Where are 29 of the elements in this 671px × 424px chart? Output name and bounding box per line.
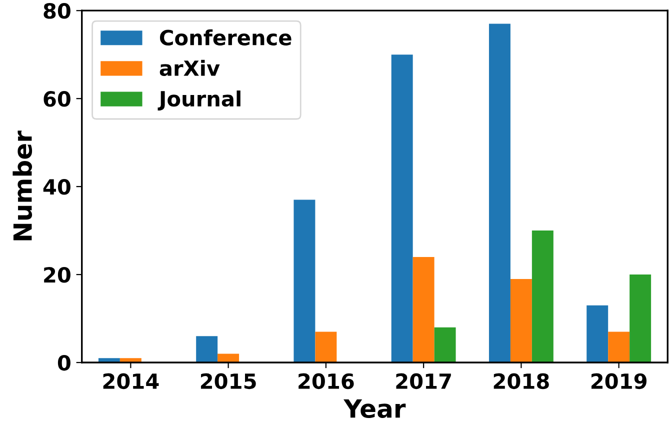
x-tick-label: 2016 bbox=[298, 373, 354, 390]
x-tick-label: 2014 bbox=[103, 373, 159, 390]
bar bbox=[315, 332, 337, 363]
bar bbox=[488, 24, 510, 363]
bar bbox=[510, 278, 532, 363]
bar bbox=[630, 274, 652, 363]
legend-label: arXiv bbox=[160, 60, 220, 76]
y-tick-label: 0 bbox=[58, 354, 70, 371]
x-tick-label: 2015 bbox=[200, 373, 256, 390]
y-tick-label: 40 bbox=[43, 179, 70, 195]
bar bbox=[532, 230, 554, 363]
bar bbox=[586, 305, 608, 363]
bar bbox=[196, 336, 218, 363]
bar bbox=[434, 327, 456, 363]
y-axis-title: Number bbox=[12, 130, 32, 240]
bar bbox=[608, 332, 630, 363]
y-tick-label: 80 bbox=[44, 3, 70, 19]
bar bbox=[294, 200, 316, 363]
y-tick-label: 20 bbox=[44, 266, 70, 283]
bar bbox=[412, 256, 434, 363]
x-tick-label: 2019 bbox=[591, 373, 646, 390]
bar bbox=[218, 354, 240, 363]
legend-label: Conference bbox=[160, 29, 292, 46]
x-tick-label: 2017 bbox=[396, 373, 451, 390]
legend-label: Journal bbox=[158, 90, 240, 111]
x-tick-label: 2018 bbox=[494, 373, 549, 390]
x-axis-title: Year bbox=[344, 399, 406, 418]
y-tick-label: 60 bbox=[44, 91, 70, 107]
bar bbox=[391, 54, 413, 363]
